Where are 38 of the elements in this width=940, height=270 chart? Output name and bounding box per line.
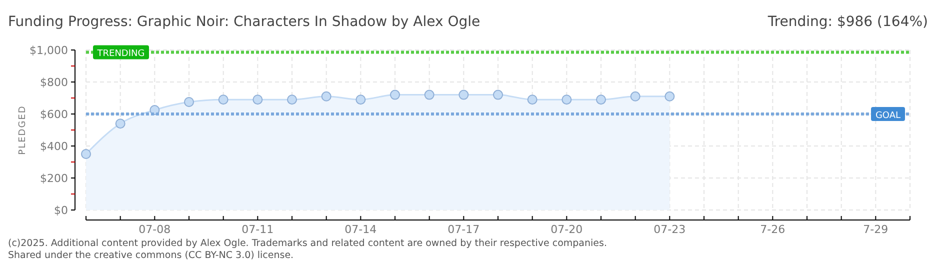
- x-tick-label: 07-08: [138, 223, 171, 236]
- point: [218, 94, 228, 105]
- x-tick-label: 07-23: [654, 223, 686, 236]
- point: [493, 90, 503, 100]
- y-tick-label: $400: [40, 140, 68, 153]
- point: [115, 118, 126, 129]
- y-tick-label: $1,000: [30, 44, 68, 57]
- chart-subtitle: Trending: $986 (164%): [766, 14, 928, 30]
- text: Shared under the creative commons (CC BY-NC 3.0) license.: [8, 250, 294, 261]
- point: [424, 90, 434, 100]
- y-tick-label: $200: [40, 172, 68, 185]
- point: [390, 90, 400, 100]
- y-axis-title: PLEDGED: [18, 105, 28, 155]
- x-tick-label: 07-14: [344, 223, 377, 236]
- point: [562, 94, 572, 105]
- point: [527, 94, 538, 105]
- x-tick-label: 07-17: [448, 223, 480, 236]
- chart-title: Funding Progress: Graphic Noir: Characters In Shadow by Alex Ogle: [8, 14, 480, 30]
- text: (c)2025. Additional content provided by Alex Ogle. Trademarks and related content are owned by their respective companies.: [8, 238, 607, 249]
- point: [356, 94, 366, 105]
- y-tick-label: $600: [40, 108, 68, 121]
- x-tick-label: 7-26: [760, 223, 786, 236]
- y-tick-label: $0: [54, 204, 68, 217]
- ref-line-label: TRENDING: [96, 49, 145, 60]
- point: [184, 97, 194, 107]
- ref-line-label: GOAL: [875, 111, 901, 121]
- point: [630, 91, 640, 102]
- point: [458, 90, 469, 100]
- point: [287, 94, 297, 105]
- point: [81, 149, 91, 159]
- point: [321, 91, 332, 102]
- point: [664, 91, 675, 102]
- point: [252, 94, 263, 105]
- y-tick-label: $800: [40, 76, 68, 89]
- x-tick-label: 07-20: [550, 223, 583, 236]
- x-tick-label: 07-11: [242, 223, 274, 236]
- x-tick-label: 7-29: [863, 223, 888, 236]
- point: [596, 94, 606, 105]
